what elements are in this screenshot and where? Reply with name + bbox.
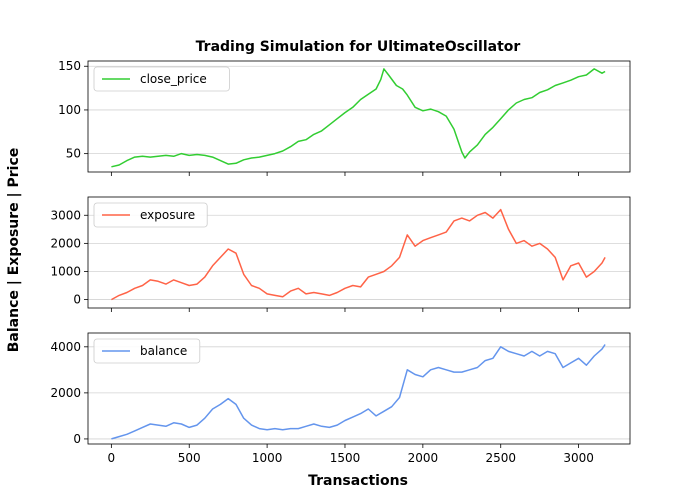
x-tick-label: 3000 xyxy=(563,451,594,465)
exposure-line xyxy=(111,208,606,301)
y-tick-label: 0 xyxy=(73,293,81,307)
x-tick-label: 2500 xyxy=(485,451,516,465)
x-axis-label: Transactions xyxy=(308,473,408,489)
y-tick-label: 1000 xyxy=(50,264,81,278)
legend: exposure xyxy=(93,202,208,228)
legend-box xyxy=(93,66,230,92)
legend-label: exposure xyxy=(140,208,195,222)
y-tick-label: 2000 xyxy=(50,236,81,250)
axes-frame xyxy=(87,60,631,173)
x-tick-label: 2000 xyxy=(408,451,439,465)
y-tick-label: 0 xyxy=(73,432,81,446)
legend-box xyxy=(93,202,208,228)
legend: close_price xyxy=(93,66,230,92)
legend-label: balance xyxy=(140,344,187,358)
balance-panel: 0 2000 4000 0 500 1000 1500 2000 2500 3000 balance xyxy=(50,332,631,465)
chart-panels: 50 100 150 close_price 0 1000 2000 3000 exposure… xyxy=(50,59,631,465)
y-tick-label: 3000 xyxy=(50,208,81,222)
axes-frame xyxy=(87,332,631,445)
y-tick-label: 100 xyxy=(58,103,81,117)
exposure-panel: 0 1000 2000 3000 exposure xyxy=(50,196,631,312)
axes-frame xyxy=(87,196,631,309)
close_price-line xyxy=(111,68,606,168)
x-tick-label: 500 xyxy=(178,451,201,465)
y-tick-label: 150 xyxy=(58,59,81,73)
legend-box xyxy=(93,338,201,364)
legend-label: close_price xyxy=(140,72,207,86)
balance-line xyxy=(111,344,606,440)
y-axis-label: Balance | Exposure | Price xyxy=(6,148,22,353)
chart-title: Trading Simulation for UltimateOscillato… xyxy=(196,39,521,55)
x-tick-label: 1500 xyxy=(330,451,361,465)
close_price-panel: 50 100 150 close_price xyxy=(58,59,631,176)
y-tick-label: 4000 xyxy=(50,340,81,354)
y-tick-label: 50 xyxy=(66,147,81,161)
y-tick-label: 2000 xyxy=(50,386,81,400)
legend: balance xyxy=(93,338,201,364)
x-tick-label: 1000 xyxy=(252,451,283,465)
x-tick-label: 0 xyxy=(108,451,116,465)
